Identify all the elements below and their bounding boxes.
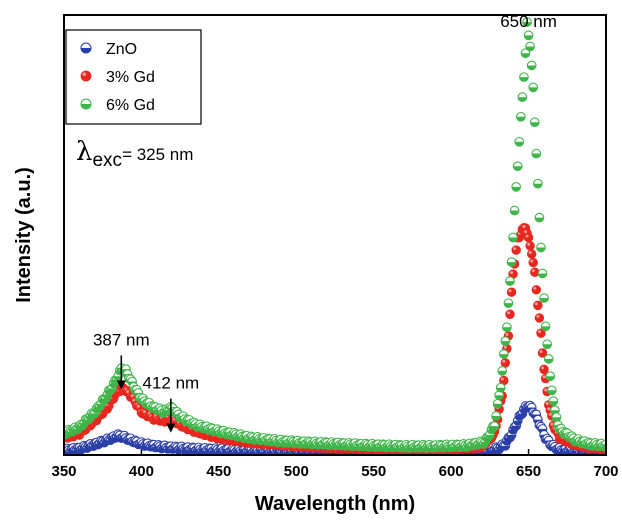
data-point: [534, 212, 545, 223]
data-point: [499, 375, 509, 386]
data-point: [528, 257, 538, 268]
data-point: [509, 205, 520, 216]
excitation-lambda: λ: [76, 137, 92, 167]
data-point: [525, 41, 535, 52]
data-point: [489, 421, 500, 432]
data-point: [506, 287, 517, 297]
data-point: [536, 242, 546, 253]
annotation-650-nm: 650 nm: [500, 12, 557, 31]
data-point: [537, 348, 548, 358]
data-point: [531, 148, 542, 159]
data-point: [511, 245, 521, 255]
excitation-label: λexc= 325 nm: [76, 137, 193, 171]
legend-label-zno: ZnO: [106, 41, 137, 58]
data-point: [503, 298, 514, 309]
data-point: [528, 82, 539, 93]
data-point: [515, 111, 526, 122]
legend-marker-6pct-gd: [80, 98, 92, 110]
data-point: [526, 249, 537, 259]
x-axis-title: Wavelength (nm): [255, 493, 415, 515]
data-point: [551, 412, 562, 423]
data-point: [517, 92, 528, 102]
annotation-412-nm: 412 nm: [142, 374, 199, 433]
legend-label-3pct-gd: 3% Gd: [106, 69, 155, 86]
x-tick-label: 450: [206, 463, 231, 480]
data-point: [539, 293, 549, 303]
data-point: [534, 313, 545, 323]
data-point: [491, 411, 501, 421]
data-point: [530, 267, 540, 277]
data-point: [500, 336, 511, 346]
data-point: [498, 349, 509, 359]
x-tick-label: 550: [361, 463, 386, 480]
data-point: [543, 354, 554, 364]
x-tick-label: 600: [439, 463, 464, 480]
data-point: [540, 321, 551, 332]
svg-text:650 nm: 650 nm: [500, 12, 557, 31]
data-point: [542, 339, 553, 350]
data-point: [537, 268, 548, 279]
data-point: [522, 17, 532, 27]
data-point: [545, 371, 556, 382]
svg-text:412 nm: 412 nm: [142, 374, 199, 393]
annotation-387-nm: 387 nm: [93, 330, 150, 390]
series-6pct-gd: [64, 17, 606, 453]
data-point: [546, 385, 557, 396]
data-point: [506, 257, 517, 267]
legend-label-6pct-gd: 6% Gd: [106, 97, 155, 114]
data-point: [539, 364, 549, 375]
data-point: [525, 241, 535, 251]
data-point: [497, 366, 508, 376]
excitation-subscript: exc: [92, 150, 122, 171]
excitation-value: = 325 nm: [122, 145, 193, 164]
x-tick-label: 650: [516, 463, 541, 480]
x-tick-label: 500: [284, 463, 309, 480]
peak-annotations: 650 nm 387 nm 412 nm: [93, 12, 557, 433]
data-point: [494, 390, 504, 401]
plot-frame: [63, 14, 607, 456]
data-point: [500, 358, 511, 368]
data-point: [512, 161, 523, 172]
x-tick-label: 700: [593, 463, 618, 480]
legend-marker-3pct-gd: [80, 70, 92, 82]
data-point: [514, 136, 525, 147]
svg-text:387 nm: 387 nm: [93, 330, 150, 349]
data-point: [526, 60, 537, 71]
x-axis: 350 400 450 500 550 600 650 700: [51, 449, 619, 480]
data-point: [505, 276, 515, 286]
data-point: [533, 300, 543, 311]
data-point: [601, 439, 606, 450]
data-point: [511, 182, 522, 192]
legend: ZnO 3% Gd 6% Gd: [65, 29, 202, 125]
data-series: [64, 17, 606, 455]
data-point: [520, 48, 531, 59]
data-point: [519, 72, 529, 82]
data-point: [508, 232, 518, 243]
data-point: [548, 396, 559, 406]
data-point: [531, 285, 542, 295]
x-tick-label: 350: [51, 463, 76, 480]
legend-marker-zno: [80, 42, 92, 54]
data-point: [529, 117, 540, 128]
x-tick-label: 400: [129, 463, 154, 480]
data-point: [492, 398, 503, 409]
data-point: [502, 322, 512, 333]
data-point: [523, 30, 534, 41]
data-point: [495, 382, 506, 393]
data-point: [536, 328, 546, 338]
data-point: [533, 178, 543, 189]
data-point: [523, 232, 534, 243]
y-axis-title: Intensity (a.u.): [13, 167, 35, 303]
data-point: [505, 309, 515, 319]
